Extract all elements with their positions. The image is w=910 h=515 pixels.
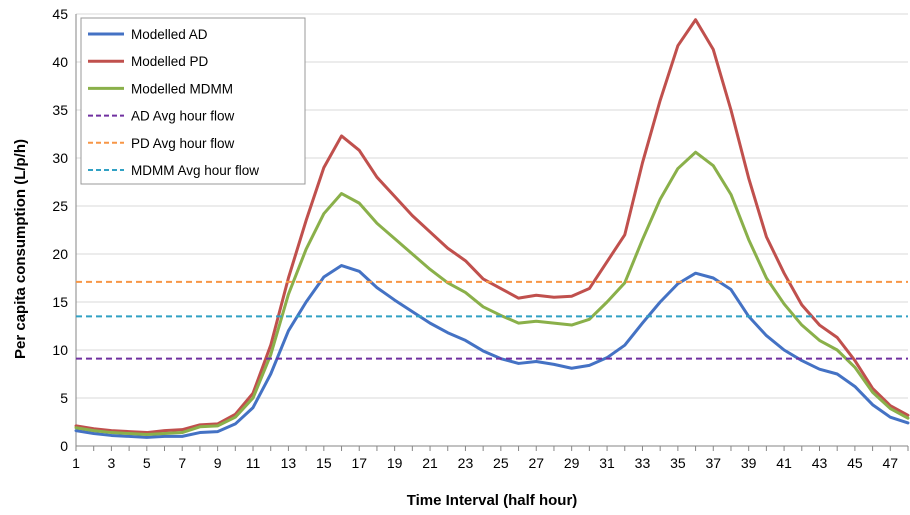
x-tick-label: 43 — [812, 455, 828, 471]
x-tick-label: 29 — [564, 455, 580, 471]
x-tick-label: 19 — [387, 455, 403, 471]
x-tick-label: 45 — [847, 455, 863, 471]
x-tick-label: 7 — [178, 455, 186, 471]
legend-label: Modelled PD — [131, 54, 209, 69]
y-tick-label: 40 — [52, 54, 68, 70]
legend: Modelled AD Modelled PD Modelled MDMM AD Av… — [80, 17, 306, 185]
x-tick-label: 33 — [635, 455, 651, 471]
x-tick-label: 23 — [458, 455, 474, 471]
y-tick-label: 15 — [52, 294, 68, 310]
x-tick-label: 41 — [776, 455, 792, 471]
series-lines — [74, 18, 910, 439]
x-tick-label: 13 — [281, 455, 297, 471]
axes — [75, 14, 909, 451]
legend-box — [80, 17, 306, 185]
y-tick-label: 0 — [60, 438, 68, 454]
y-tick-label: 5 — [60, 390, 68, 406]
series-line-modelled-ad — [74, 264, 910, 439]
series-line-modelled-mdmm — [74, 150, 910, 436]
legend-label: AD Avg hour flow — [131, 109, 235, 124]
y-tick-labels: 0 5 10 15 20 25 30 35 40 45 — [52, 6, 68, 454]
x-tick-label: 47 — [883, 455, 899, 471]
legend-label: PD Avg hour flow — [131, 136, 235, 151]
x-tick-label: 11 — [246, 455, 261, 471]
legend-label: Modelled MDMM — [131, 81, 233, 96]
x-tick-label: 39 — [741, 455, 757, 471]
x-tick-label: 27 — [528, 455, 544, 471]
y-tick-label: 35 — [52, 102, 68, 118]
x-tick-labels: 1 3 5 7 9 11 13 15 17 19 21 23 25 27 29 31 33 35 37 39 41 43 4… — [72, 455, 898, 471]
x-tick-label: 25 — [493, 455, 509, 471]
y-tick-label: 20 — [52, 246, 68, 262]
x-tick-label: 35 — [670, 455, 686, 471]
y-tick-label: 45 — [52, 6, 68, 22]
x-tick-label: 1 — [72, 455, 80, 471]
x-tick-label: 37 — [705, 455, 721, 471]
x-tick-label: 21 — [422, 455, 438, 471]
y-tick-label: 30 — [52, 150, 68, 166]
x-tick-label: 5 — [143, 455, 151, 471]
legend-label: Modelled AD — [131, 27, 208, 42]
x-tick-label: 31 — [599, 455, 615, 471]
series-line-modelled-pd — [74, 18, 910, 435]
legend-label: MDMM Avg hour flow — [131, 163, 259, 178]
y-tick-label: 25 — [52, 198, 68, 214]
y-tick-label: 10 — [52, 342, 68, 358]
x-tick-label: 15 — [316, 455, 332, 471]
y-axis-title: Per capita consumption (L/p/h) — [12, 139, 29, 359]
x-tick-label: 3 — [108, 455, 116, 471]
x-tick-label: 17 — [351, 455, 367, 471]
x-axis-title: Time Interval (half hour) — [407, 492, 578, 509]
x-tick-label: 9 — [214, 455, 222, 471]
